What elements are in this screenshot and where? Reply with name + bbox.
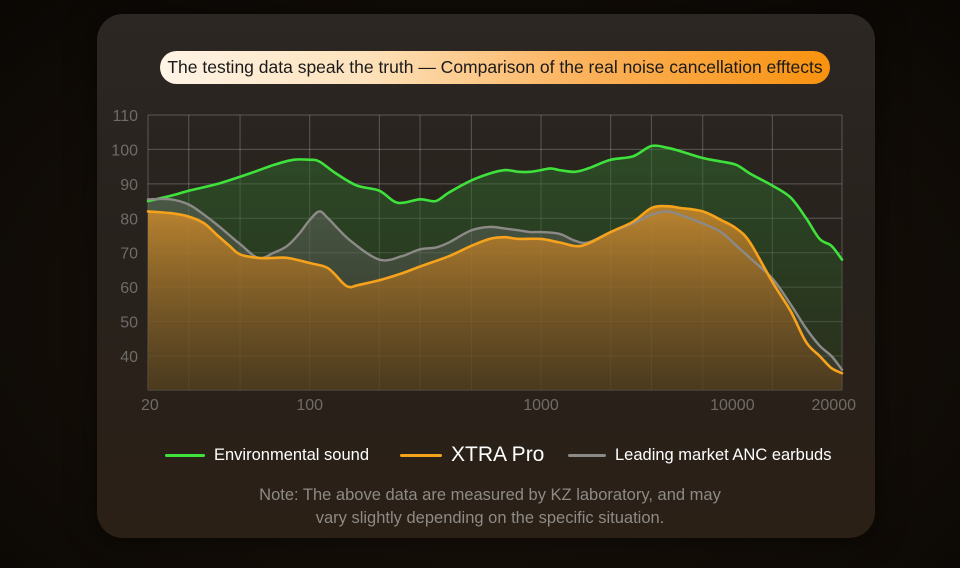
y-tick-label-100: 100 [111, 142, 138, 159]
series-line-1 [146, 204, 844, 375]
legend-swatch-leading-anc [568, 453, 606, 457]
y-tick-label-90: 90 [120, 177, 138, 194]
chart-title: The testing data speak the truth — Compa… [160, 51, 830, 84]
chart-fills [148, 145, 842, 390]
measurement-note: Note: The above data are measured by KZ … [190, 484, 790, 530]
legend-swatch-xtra-pro [400, 453, 442, 457]
y-tick-label-110: 110 [112, 108, 138, 125]
note-line-2: vary slightly depending on the specific … [315, 509, 665, 527]
x-tick-label-1000: 1000 [523, 397, 559, 414]
legend-swatch-environmental [165, 453, 205, 457]
x-tick-label-20000: 20000 [812, 397, 857, 414]
legend-label-environmental: Environmental sound [214, 445, 370, 464]
note-line-1: Note: The above data are measured by KZ … [259, 486, 721, 504]
y-tick-label-40: 40 [120, 349, 138, 366]
x-tick-label-20: 20 [141, 397, 159, 414]
legend-label-xtra-pro: XTRA Pro [451, 443, 545, 466]
legend-item-environmental-sound: Environmental sound [165, 440, 369, 470]
series-fill-1 [148, 206, 842, 390]
legend-item-xtra-pro: XTRA Pro [400, 440, 544, 470]
y-tick-label-70: 70 [120, 246, 138, 263]
series-line-2 [146, 197, 844, 371]
series-line-0 [146, 144, 844, 261]
x-tick-label-10000: 10000 [710, 397, 755, 414]
y-axis-ticks: 40 50 60 70 80 90 100 110 [111, 108, 138, 366]
x-tick-label-100: 100 [296, 397, 323, 414]
y-tick-label-50: 50 [120, 315, 138, 332]
chart-lines [146, 144, 844, 375]
legend-item-leading-anc: Leading market ANC earbuds [568, 440, 831, 470]
x-axis-ticks: 20 100 1000 10000 20000 [141, 397, 856, 414]
legend-label-leading-anc: Leading market ANC earbuds [615, 445, 832, 464]
y-tick-label-80: 80 [120, 211, 138, 228]
y-tick-label-60: 60 [120, 280, 138, 297]
